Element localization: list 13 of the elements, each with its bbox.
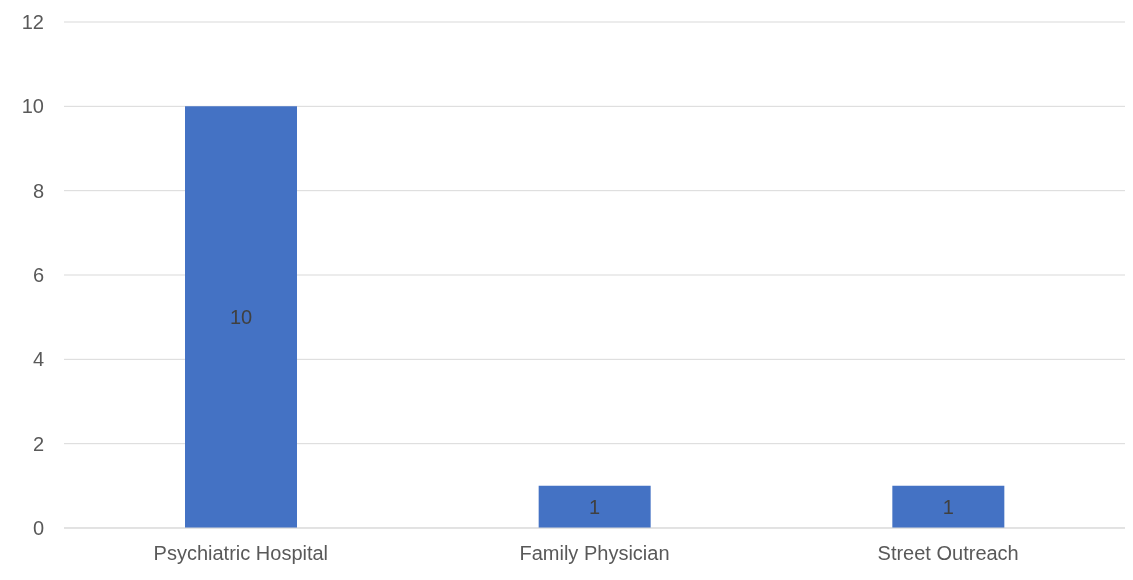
data-label: 10	[229, 306, 253, 329]
x-tick-label: Psychiatric Hospital	[153, 542, 329, 565]
x-tick-label: Family Physician	[519, 542, 670, 565]
data-label: 1	[942, 496, 954, 519]
y-tick-label: 6	[32, 264, 44, 287]
y-tick-label: 2	[32, 432, 44, 455]
y-tick-label: 10	[21, 95, 44, 118]
y-tick-label: 4	[32, 348, 44, 371]
y-tick-label: 12	[21, 11, 44, 34]
x-tick-label: Street Outreach	[877, 542, 1019, 565]
y-tick-label: 0	[32, 517, 44, 540]
data-label: 1	[589, 496, 601, 519]
y-tick-label: 8	[32, 179, 44, 202]
